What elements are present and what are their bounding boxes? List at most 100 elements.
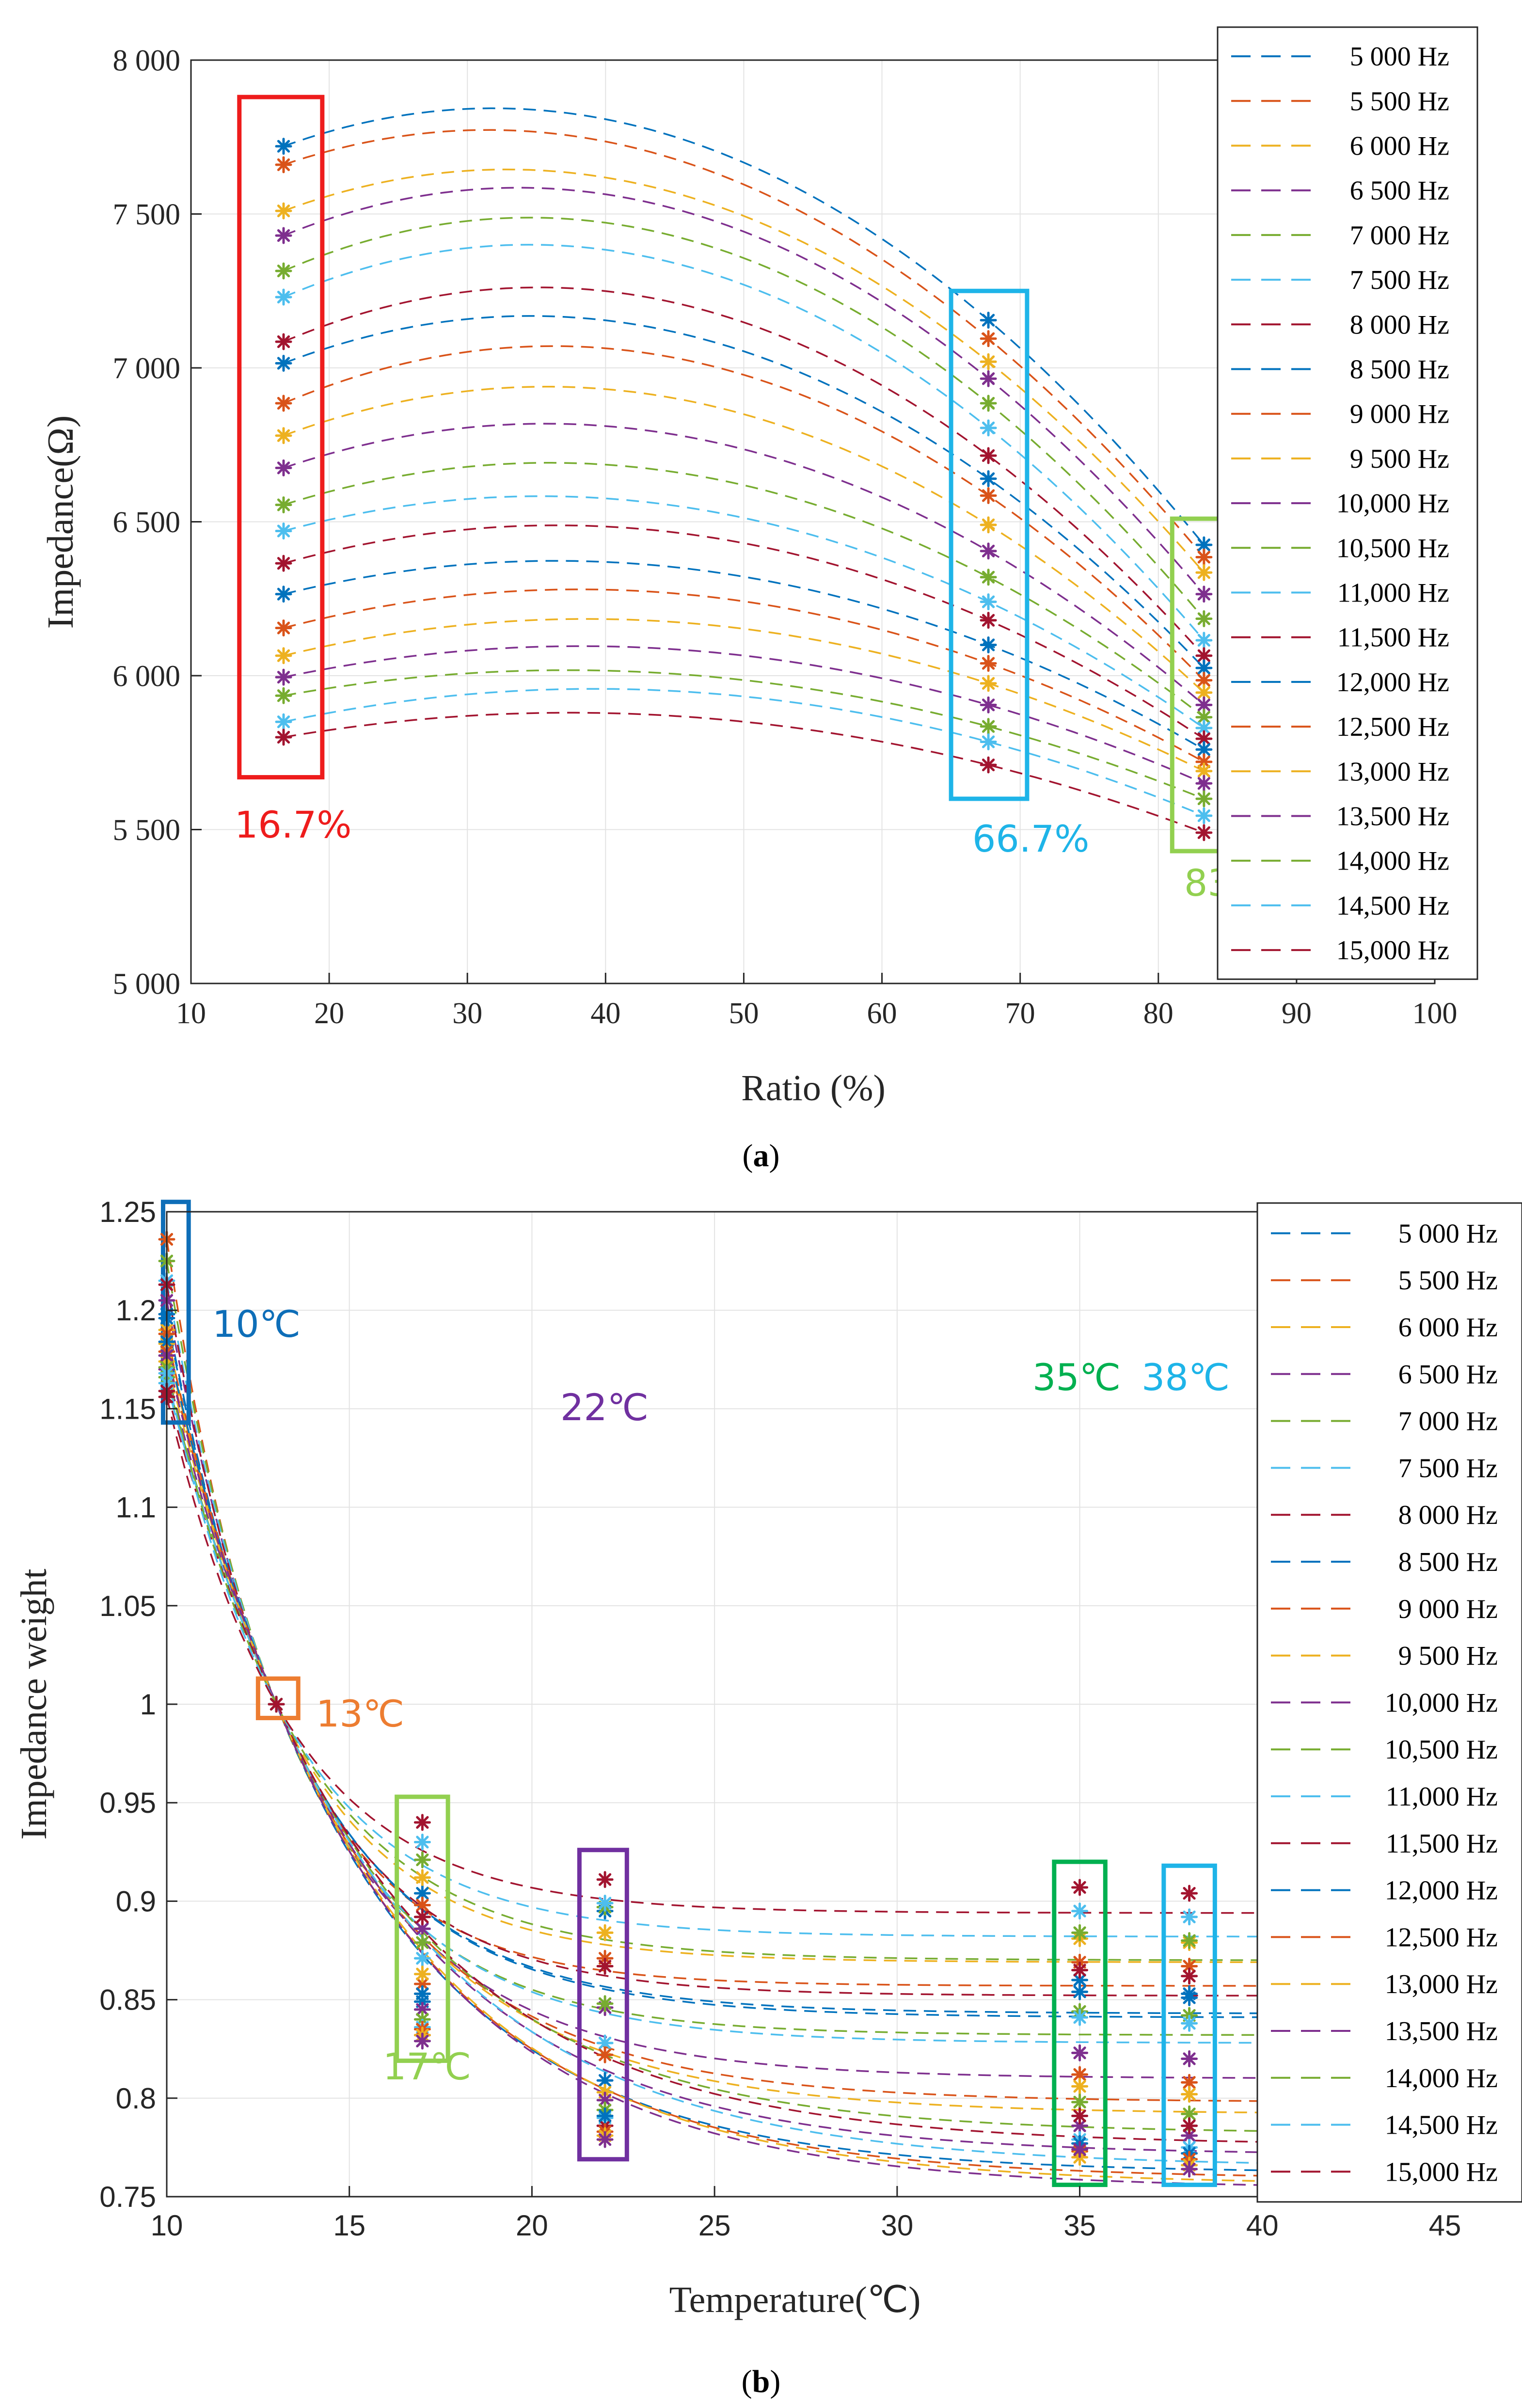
legend-label: 8 500 Hz <box>1350 355 1449 385</box>
data-point <box>596 1871 614 1888</box>
series-curve <box>283 286 1205 656</box>
data-point <box>1071 1902 1089 1920</box>
series-curve <box>283 386 1205 694</box>
data-point <box>1071 2009 1089 2026</box>
annotation-label: 22℃ <box>560 1386 649 1429</box>
chart-a-panel-label: (a) <box>743 1138 780 1173</box>
data-point <box>980 696 997 713</box>
data-point <box>275 227 292 244</box>
data-point <box>1071 1983 1089 2000</box>
chart-b-markers <box>158 1231 1198 2178</box>
data-point <box>275 668 292 686</box>
chart-a-xlabel: Ratio (%) <box>741 1068 886 1109</box>
series-curve <box>283 315 1205 669</box>
data-point <box>1071 2140 1089 2158</box>
data-point <box>596 1924 614 1941</box>
data-point <box>275 202 292 220</box>
data-point <box>1181 2086 1198 2103</box>
data-point <box>413 2032 431 2050</box>
series-curve <box>166 1341 1279 2171</box>
chart-b-xtick-label: 10 <box>151 2209 183 2242</box>
chart-a-xtick-label: 40 <box>590 997 620 1030</box>
data-point <box>275 713 292 730</box>
legend-label: 10,500 Hz <box>1385 1735 1498 1765</box>
series-curve <box>283 669 1205 800</box>
data-point <box>1195 610 1213 628</box>
chart-a-ytick-label: 5 000 <box>113 968 181 1001</box>
data-point <box>980 516 997 534</box>
data-point <box>1181 1989 1198 2007</box>
series-curve <box>283 588 1205 763</box>
legend-label: 12,000 Hz <box>1385 1876 1498 1906</box>
annotation-label: 35℃ <box>1032 1356 1121 1399</box>
chart-a-ytick-label: 5 500 <box>113 814 181 847</box>
chart-a-ytick-label: 8 000 <box>113 45 181 78</box>
data-point <box>413 1814 431 1831</box>
annotation-label: 13℃ <box>316 1692 404 1735</box>
series-curve <box>283 345 1205 681</box>
data-point <box>1195 586 1213 603</box>
series-curve <box>283 217 1205 619</box>
data-point <box>980 312 997 329</box>
data-point <box>1195 824 1213 841</box>
chart-b-ytick-label: 1.1 <box>116 1491 156 1524</box>
legend-label: 13,000 Hz <box>1385 1969 1498 1999</box>
data-point <box>275 554 292 572</box>
series-curve <box>283 423 1205 706</box>
data-point <box>1071 2107 1089 2124</box>
legend-label: 14,000 Hz <box>1336 846 1449 876</box>
data-point <box>980 470 997 488</box>
chart-a-xtick-label: 60 <box>867 997 897 1030</box>
chart-b-ytick-label: 1.05 <box>99 1590 156 1622</box>
legend-label: 11,500 Hz <box>1386 1829 1498 1859</box>
chart-b-ytick-label: 1.2 <box>116 1294 156 1327</box>
legend-label: 9 500 Hz <box>1398 1641 1498 1671</box>
data-point <box>596 1894 614 1912</box>
data-point <box>413 1965 431 1983</box>
chart-b-ytick-label: 0.75 <box>99 2181 156 2213</box>
data-point <box>1195 536 1213 554</box>
legend-label: 5 000 Hz <box>1350 42 1449 72</box>
chart-b-ytick-label: 0.95 <box>99 1787 156 1819</box>
chart-b-xlabel: Temperature(℃) <box>669 2280 921 2320</box>
annotation-box <box>949 288 1030 801</box>
series-curve <box>283 168 1205 573</box>
data-point <box>275 156 292 174</box>
series-curve <box>283 462 1205 718</box>
chart-b-ytick-label: 0.9 <box>116 1885 156 1917</box>
chart-b-annotation-labels: 10℃ 13℃ 17℃ 22℃ 35℃ 38℃ <box>212 1302 1230 2088</box>
legend-label: 7 500 Hz <box>1398 1453 1498 1483</box>
data-point <box>413 1985 431 2002</box>
data-point <box>275 354 292 372</box>
data-point <box>980 636 997 653</box>
data-point <box>1195 790 1213 808</box>
series-curve <box>166 1355 1279 2186</box>
annotation-box <box>577 1848 629 2162</box>
chart-b-annotation-boxes <box>160 1200 1217 2187</box>
legend-label: 13,500 Hz <box>1385 2016 1498 2046</box>
data-point <box>275 288 292 306</box>
legend-label: 7 000 Hz <box>1398 1407 1498 1437</box>
series-curve <box>166 1369 1279 2154</box>
series-curve <box>166 1284 1279 1997</box>
data-point <box>1181 2117 1198 2135</box>
legend-label: 15,000 Hz <box>1385 2157 1498 2187</box>
legend-label: 6 000 Hz <box>1350 131 1449 161</box>
series-curve <box>166 1261 1279 2036</box>
data-point <box>275 427 292 444</box>
chart-a-ytick-label: 6 500 <box>113 506 181 539</box>
legend-label: 8 500 Hz <box>1398 1547 1498 1577</box>
legend-label: 10,000 Hz <box>1336 489 1449 519</box>
data-point <box>1071 2044 1089 2061</box>
chart-b-xtick-label: 15 <box>333 2209 365 2242</box>
data-point <box>413 1949 431 1967</box>
legend-label: 15,000 Hz <box>1336 935 1449 966</box>
chart-a-xtick-label: 90 <box>1282 997 1312 1030</box>
series-curve <box>166 1330 1279 1963</box>
series-curve <box>166 1396 1279 1914</box>
series-curve <box>166 1383 1279 2165</box>
data-point <box>596 1995 614 2012</box>
chart-b-xtick-label: 30 <box>881 2209 913 2242</box>
legend-label: 12,000 Hz <box>1336 667 1449 697</box>
data-point <box>980 330 997 348</box>
